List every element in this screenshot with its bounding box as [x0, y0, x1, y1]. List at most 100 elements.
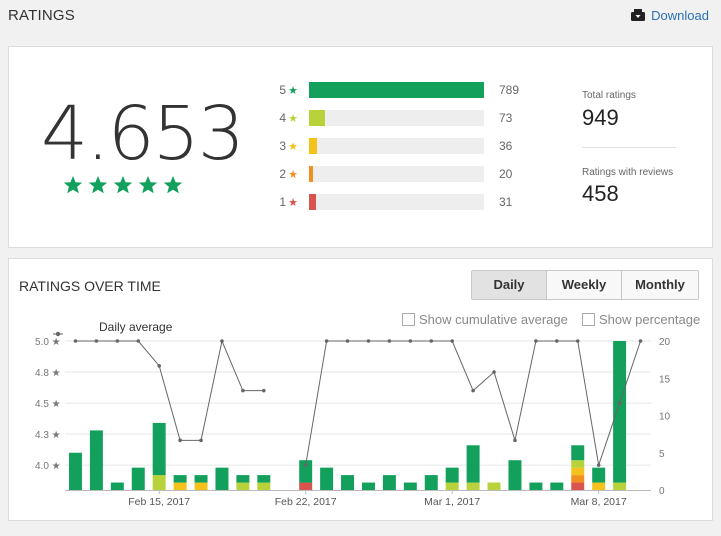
- bar-segment-5-star: [424, 475, 438, 490]
- daily-average-point: [324, 339, 329, 343]
- bar-segment-5-star: [152, 422, 166, 476]
- checkbox[interactable]: [402, 313, 415, 326]
- bar-segment-4-star: [236, 482, 250, 490]
- ratings-chart: Daily average 5.0 ★ 4.8 ★ 4.5 ★ 4.3 ★ 4.0 ★ 2…: [35, 320, 671, 508]
- bar-segment-5-star: [341, 475, 355, 490]
- bar-segment-3-star: [173, 482, 187, 490]
- distribution-star-label: 1: [279, 195, 286, 209]
- daily-average-point: [596, 463, 601, 467]
- bar-segment-5-star: [320, 467, 334, 490]
- star-icon: [88, 176, 108, 194]
- daily-average-point: [73, 339, 78, 343]
- distribution-count: 789: [499, 83, 520, 97]
- ratings-over-time-card: RATINGS OVER TIME Daily Weekly Monthly S…: [8, 258, 713, 521]
- distribution-star-label: 3: [279, 139, 286, 153]
- y-tick-label-right: 20: [659, 337, 671, 348]
- bar-segment-4-star: [487, 482, 501, 490]
- bar-segment-1-star: [299, 482, 313, 490]
- legend-daily-average: Daily average: [99, 320, 173, 334]
- daily-average-point: [513, 438, 517, 443]
- y-tick-label-left: 4.0 ★: [35, 461, 61, 472]
- daily-average-point: [471, 388, 475, 393]
- distribution-row-5: 5 ★ 789: [271, 82, 519, 98]
- distribution-star-label: 5: [279, 83, 286, 97]
- bar-segment-5-star: [592, 467, 606, 483]
- bar-segment-5-star: [403, 482, 417, 490]
- bar-segment-5-star: [382, 475, 396, 490]
- star-icon: ★: [288, 168, 298, 181]
- star-icon: ★: [288, 196, 298, 209]
- star-icon: [138, 176, 158, 194]
- tab-monthly[interactable]: Monthly: [621, 271, 698, 299]
- cumulative-average-label: Show cumulative average: [419, 312, 568, 327]
- reviews-value: 458: [582, 181, 619, 206]
- daily-average-point: [115, 339, 120, 343]
- daily-average-point: [534, 339, 538, 343]
- x-tick-label: Mar 8, 2017: [571, 496, 627, 508]
- bar-segment-4-star: [571, 460, 585, 468]
- bar-segment-5-star: [613, 341, 627, 483]
- distribution-row-3: 3 ★ 36: [271, 138, 512, 154]
- bar-segment-4-star: [257, 482, 271, 490]
- distribution-bar-track: [309, 138, 484, 154]
- daily-average-point: [408, 339, 413, 343]
- daily-average-point: [303, 463, 308, 467]
- distribution-count: 73: [499, 111, 513, 125]
- x-tick-label: Mar 1, 2017: [424, 496, 480, 508]
- bar-segment-5-star: [466, 445, 480, 483]
- distribution-star-label: 2: [279, 167, 286, 181]
- y-tick-label-right: 0: [659, 486, 665, 497]
- average-stars: [63, 175, 183, 195]
- tab-weekly[interactable]: Weekly: [546, 271, 621, 299]
- bar-segment-5-star: [131, 467, 145, 490]
- bar-segment-1-star: [571, 482, 585, 490]
- period-tabs: Daily Weekly Monthly: [471, 270, 699, 300]
- download-button[interactable]: Download: [630, 8, 709, 23]
- cumulative-average-toggle[interactable]: Show cumulative average: [402, 312, 568, 327]
- tab-daily[interactable]: Daily: [472, 271, 546, 299]
- total-ratings-label: Total ratings: [582, 90, 636, 101]
- bar-segment-5-star: [110, 482, 124, 490]
- daily-average-point: [199, 438, 203, 443]
- y-tick-label-right: 15: [659, 374, 671, 385]
- reviews-label: Ratings with reviews: [582, 167, 674, 178]
- distribution-row-1: 1 ★ 31: [271, 194, 512, 210]
- distribution-count: 20: [499, 167, 513, 181]
- bar-segment-5-star: [257, 475, 271, 483]
- distribution-star-label: 4: [279, 111, 286, 125]
- daily-average-point: [136, 339, 141, 343]
- x-tick-label: Feb 15, 2017: [128, 496, 190, 508]
- average-rating: 4.653: [41, 91, 245, 177]
- download-label: Download: [651, 8, 709, 23]
- section-title: RATINGS OVER TIME: [19, 278, 161, 294]
- y-tick-label-left: 4.5 ★: [35, 399, 61, 410]
- daily-average-point: [429, 339, 434, 343]
- bar-segment-5-star: [173, 475, 187, 483]
- bar-segment-5-star: [215, 467, 229, 490]
- star-icon: [63, 176, 83, 194]
- distribution-row-2: 2 ★ 20: [271, 166, 512, 182]
- distribution-bar: [309, 138, 317, 154]
- distribution-bar: [309, 166, 314, 182]
- distribution-row-4: 4 ★ 73: [271, 110, 512, 126]
- bar-segment-5-star: [508, 460, 522, 490]
- star-icon: [113, 176, 133, 194]
- stats-divider: [582, 147, 676, 148]
- checkbox[interactable]: [582, 313, 595, 326]
- daily-average-point: [555, 339, 559, 343]
- percentage-toggle[interactable]: Show percentage: [582, 312, 700, 327]
- daily-average-point: [450, 339, 454, 343]
- daily-average-point: [638, 339, 643, 343]
- download-icon: [631, 9, 646, 21]
- bar-segment-5-star: [194, 475, 208, 483]
- y-tick-label-right: 10: [659, 412, 671, 423]
- daily-average-point: [345, 339, 350, 343]
- distribution-bar-track: [309, 110, 484, 126]
- daily-average-point: [575, 339, 580, 343]
- y-tick-label-left: 4.8 ★: [35, 368, 61, 379]
- daily-average-point: [262, 388, 266, 393]
- star-icon: ★: [288, 112, 298, 125]
- bar-segment-5-star: [571, 445, 585, 461]
- bar-segment-5-star: [529, 482, 543, 490]
- bar-segment-5-star: [361, 482, 375, 490]
